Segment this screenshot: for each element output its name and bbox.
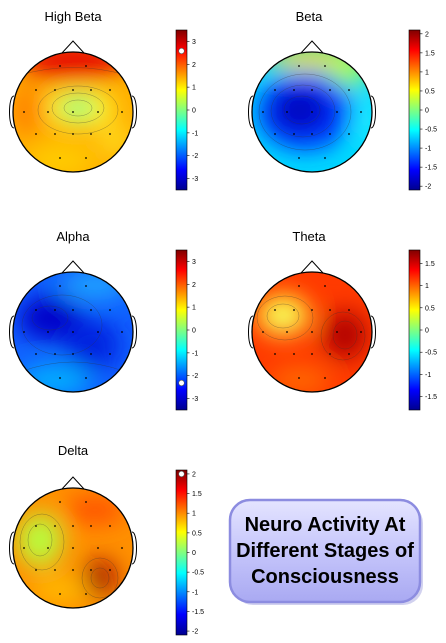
activity-field (252, 52, 372, 172)
topomap-theta: Theta (248, 229, 437, 411)
electrodes (23, 501, 123, 595)
topomap-beta: Beta (248, 9, 437, 191)
colorbar-tick-label: -1 (425, 146, 431, 153)
colorbar-tick-label: 1 (192, 305, 196, 312)
colorbar-tick-label: 1.5 (425, 50, 435, 57)
colorbar: 3 2 1 0 -1 -2 -3 (175, 249, 198, 411)
colorbar-tick-label: 0.5 (192, 530, 202, 537)
colorbar-marker (178, 379, 185, 387)
colorbar-tick-label: -3 (192, 396, 198, 403)
colorbar-tick-label: -1.5 (425, 394, 437, 401)
map-title: Theta (292, 229, 326, 244)
colorbar-tick-label: -1 (425, 372, 431, 379)
colorbar-tick-label: -2 (192, 629, 198, 636)
colorbar-tick-label: -1.5 (192, 609, 204, 616)
head-outline (248, 40, 376, 129)
map-title: Delta (58, 443, 89, 458)
colorbar-marker (178, 47, 185, 55)
colorbar-tick-label: 2 (192, 282, 196, 289)
colorbar-tick-label: -2 (192, 153, 198, 160)
electrodes (262, 65, 362, 159)
colorbar-ticks: 1.5 1 0.5 0 -0.5 -1 -1.5 (420, 261, 437, 401)
activity-field (13, 488, 133, 608)
head-outline (248, 260, 376, 349)
colorbar: 1.5 1 0.5 0 -0.5 -1 -1.5 (408, 249, 437, 411)
caption-line-2: Different Stages of (236, 540, 414, 562)
colorbar: 2 1.5 1 0.5 0 -0.5 -1 -1.5 -2 (408, 29, 437, 191)
colorbar-tick-label: -1 (192, 350, 198, 357)
colorbar-tick-label: 0 (192, 328, 196, 335)
caption-box: Neuro Activity At Different Stages of Co… (228, 498, 423, 605)
head-outline (9, 40, 137, 129)
head-outline (9, 476, 137, 565)
colorbar-tick-label: 2 (192, 62, 196, 69)
caption-line-1: Neuro Activity At (245, 514, 406, 536)
colorbar-tick-label: -1.5 (425, 165, 437, 172)
colorbar-tick-label: -3 (192, 176, 198, 183)
colorbar-marker (178, 470, 185, 478)
electrodes (23, 65, 123, 159)
colorbar-tick-label: -1 (192, 130, 198, 137)
activity-field (13, 272, 133, 392)
colorbar: 2 1.5 1 0.5 0 -0.5 -1 -1.5 -2 (175, 469, 204, 636)
electrodes (23, 285, 123, 379)
colorbar-ticks: 3 2 1 0 -1 -2 -3 (187, 39, 198, 183)
colorbar-tick-label: -2 (192, 373, 198, 380)
colorbar-tick-label: -0.5 (425, 350, 437, 357)
colorbar-tick-label: 0 (192, 550, 196, 557)
topomap-high-beta: High Beta (9, 9, 198, 191)
colorbar-tick-label: -0.5 (425, 127, 437, 134)
colorbar-tick-label: 0 (192, 108, 196, 115)
colorbar-ticks: 3 2 1 0 -1 -2 -3 (187, 259, 198, 403)
colorbar-ticks: 2 1.5 1 0.5 0 -0.5 -1 -1.5 -2 (187, 471, 204, 636)
colorbar-tick-label: 2 (425, 31, 429, 38)
topomap-delta: Delta (9, 443, 204, 636)
colorbar-tick-label: 1.5 (425, 261, 435, 268)
colorbar-tick-label: 0.5 (425, 88, 435, 95)
topomap-alpha: Alpha (9, 229, 198, 411)
colorbar-tick-label: 1.5 (192, 491, 202, 498)
map-title: Alpha (56, 229, 90, 244)
colorbar-tick-label: 1 (425, 69, 429, 76)
colorbar-tick-label: 3 (192, 39, 196, 46)
colorbar-ticks: 2 1.5 1 0.5 0 -0.5 -1 -1.5 -2 (420, 31, 437, 191)
colorbar-tick-label: 0 (425, 328, 429, 335)
electrodes (262, 285, 362, 379)
colorbar-tick-label: 1 (192, 511, 196, 518)
colorbar: 3 2 1 0 -1 -2 -3 (175, 29, 198, 191)
colorbar-tick-label: 2 (192, 471, 196, 478)
head-outline (9, 260, 137, 349)
colorbar-tick-label: 0.5 (425, 305, 435, 312)
colorbar-tick-label: 3 (192, 259, 196, 266)
caption-line-3: Consciousness (251, 566, 399, 588)
colorbar-tick-label: 0 (425, 108, 429, 115)
map-title: Beta (296, 9, 324, 24)
colorbar-tick-label: -2 (425, 184, 431, 191)
map-title: High Beta (44, 9, 102, 24)
colorbar-tick-label: 1 (192, 85, 196, 92)
colorbar-tick-label: -1 (192, 589, 198, 596)
activity-field (252, 272, 372, 392)
colorbar-tick-label: -0.5 (192, 570, 204, 577)
colorbar-tick-label: 1 (425, 283, 429, 290)
